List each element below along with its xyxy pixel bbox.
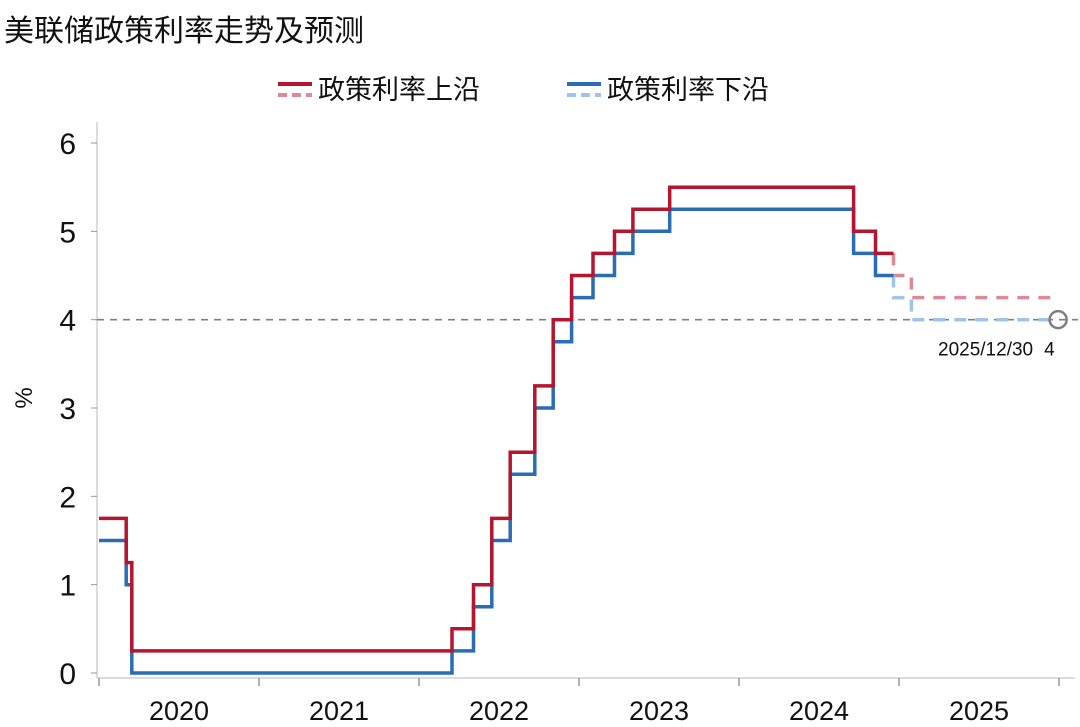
x-tick-label: 2024 bbox=[789, 696, 849, 726]
annotation-value: 4 bbox=[1044, 340, 1055, 361]
y-tick-label: 0 bbox=[59, 658, 76, 691]
y-tick-label: 1 bbox=[59, 570, 76, 603]
x-tick-label: 2022 bbox=[469, 696, 529, 726]
legend: 政策利率上沿 政策利率下沿 bbox=[278, 75, 769, 106]
legend-label-lower: 政策利率下沿 bbox=[607, 75, 769, 106]
annotation-marker bbox=[1048, 309, 1068, 330]
y-tick-label: 4 bbox=[59, 305, 76, 338]
y-tick-label: 6 bbox=[59, 128, 76, 161]
x-tick-label: 2025 bbox=[949, 696, 1009, 726]
plot-area bbox=[97, 185, 1078, 675]
series-upper-forecast-line bbox=[891, 253, 1059, 300]
legend-item-upper[interactable]: 政策利率上沿 bbox=[278, 75, 480, 106]
x-tick-label: 2023 bbox=[629, 696, 689, 726]
series-lower-line bbox=[99, 207, 894, 675]
series-lower-forecast-line bbox=[891, 275, 1059, 322]
y-axis-label: % bbox=[11, 387, 38, 408]
series-upper-line bbox=[99, 185, 894, 653]
x-tick-label: 2020 bbox=[149, 696, 209, 726]
x-tick-label: 2021 bbox=[309, 696, 369, 726]
legend-item-lower[interactable]: 政策利率下沿 bbox=[567, 75, 769, 106]
y-tick-label: 3 bbox=[59, 393, 76, 426]
annotation-date: 2025/12/30 bbox=[938, 340, 1033, 361]
chart-title: 美联储政策利率走势及预测 bbox=[4, 14, 364, 49]
y-tick-label: 2 bbox=[59, 481, 76, 514]
legend-label-upper: 政策利率上沿 bbox=[318, 75, 480, 106]
axes: 0 1 2 3 4 5 6 2020 2021 2022 2023 2024 2025 bbox=[59, 122, 1075, 726]
y-tick-label: 5 bbox=[59, 216, 76, 249]
